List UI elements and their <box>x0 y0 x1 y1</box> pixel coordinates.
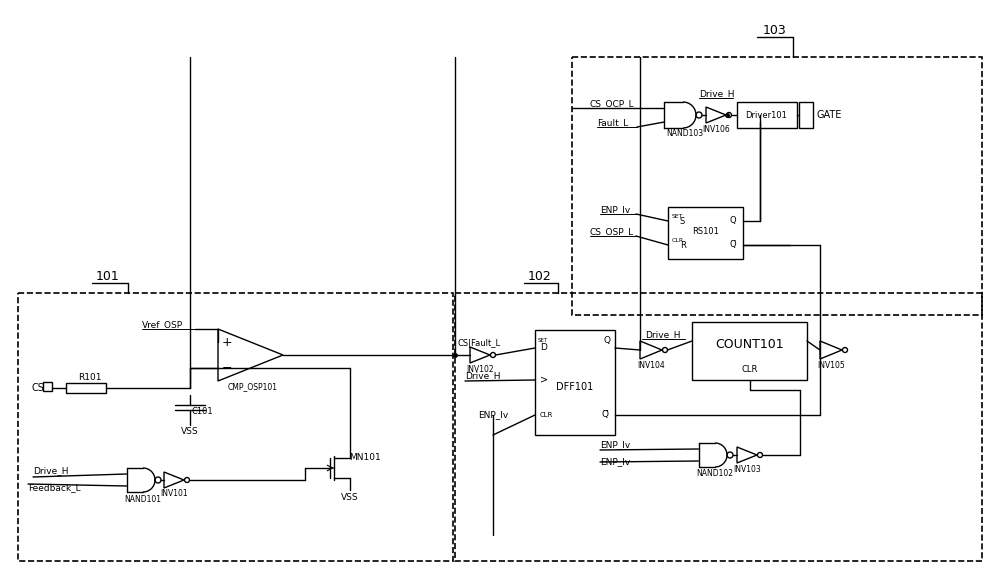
Text: 103: 103 <box>763 23 787 37</box>
Text: ENP_lv: ENP_lv <box>600 457 630 466</box>
Text: CLR: CLR <box>540 412 553 418</box>
Text: R: R <box>680 241 686 249</box>
Text: Q: Q <box>603 336 610 344</box>
Text: Drive_H: Drive_H <box>645 331 680 339</box>
Text: ENP_lv: ENP_lv <box>600 206 630 214</box>
Text: Drive_H: Drive_H <box>465 371 501 380</box>
Bar <box>692 322 807 380</box>
Text: NAND103: NAND103 <box>666 129 704 139</box>
Text: CS_OCP_L: CS_OCP_L <box>590 100 635 108</box>
Text: Drive_H: Drive_H <box>699 89 734 99</box>
Bar <box>43 382 52 391</box>
Text: 102: 102 <box>528 269 552 282</box>
Text: VSS: VSS <box>341 493 359 501</box>
Text: C101: C101 <box>192 407 214 417</box>
Text: R101: R101 <box>78 372 102 382</box>
Bar <box>535 330 615 435</box>
Text: SET: SET <box>672 214 684 218</box>
Text: ENP_lv: ENP_lv <box>600 441 630 449</box>
Text: Q̅: Q̅ <box>601 410 608 419</box>
Text: INV103: INV103 <box>733 465 761 473</box>
Text: Drive_H: Drive_H <box>33 466 68 476</box>
Text: D: D <box>540 343 547 352</box>
Bar <box>572 57 982 315</box>
Bar <box>668 207 743 259</box>
Text: VSS: VSS <box>181 427 199 437</box>
Text: INV101: INV101 <box>160 489 188 499</box>
Text: COUNT101: COUNT101 <box>715 339 784 351</box>
Text: CLR: CLR <box>741 366 758 375</box>
Text: NAND102: NAND102 <box>696 469 734 477</box>
Text: −: − <box>222 362 232 375</box>
Bar <box>18 293 453 561</box>
Text: MN101: MN101 <box>349 453 381 461</box>
Text: INV102: INV102 <box>466 364 494 374</box>
Text: NAND101: NAND101 <box>124 494 162 504</box>
Text: Driver101: Driver101 <box>746 111 787 120</box>
Text: +: + <box>222 336 232 348</box>
Text: SET: SET <box>538 337 548 343</box>
Text: Q: Q <box>729 217 736 226</box>
Text: CMP_OSP101: CMP_OSP101 <box>228 383 278 391</box>
Text: INV106: INV106 <box>702 124 730 134</box>
Bar <box>798 102 812 128</box>
Text: DFF101: DFF101 <box>556 383 594 393</box>
Text: S: S <box>680 217 685 226</box>
Text: >: > <box>540 375 548 385</box>
Bar <box>66 383 106 393</box>
Text: Vref_OSP: Vref_OSP <box>142 320 183 329</box>
Text: Fault_L: Fault_L <box>597 119 628 128</box>
Bar <box>736 102 796 128</box>
Text: ENP_lv: ENP_lv <box>478 410 508 419</box>
Text: CS: CS <box>32 383 45 393</box>
Text: INV105: INV105 <box>817 360 845 370</box>
Text: RS101: RS101 <box>692 227 719 237</box>
Text: Q̅: Q̅ <box>729 241 736 249</box>
Text: CS_OSP_L: CS_OSP_L <box>590 227 634 237</box>
Text: CS|Fault_L: CS|Fault_L <box>457 339 500 347</box>
Bar <box>455 293 982 561</box>
Text: 101: 101 <box>96 269 120 282</box>
Text: GATE: GATE <box>816 110 842 120</box>
Text: Feedback_L: Feedback_L <box>28 484 81 493</box>
Text: INV104: INV104 <box>637 360 665 370</box>
Text: CLR: CLR <box>672 237 684 242</box>
